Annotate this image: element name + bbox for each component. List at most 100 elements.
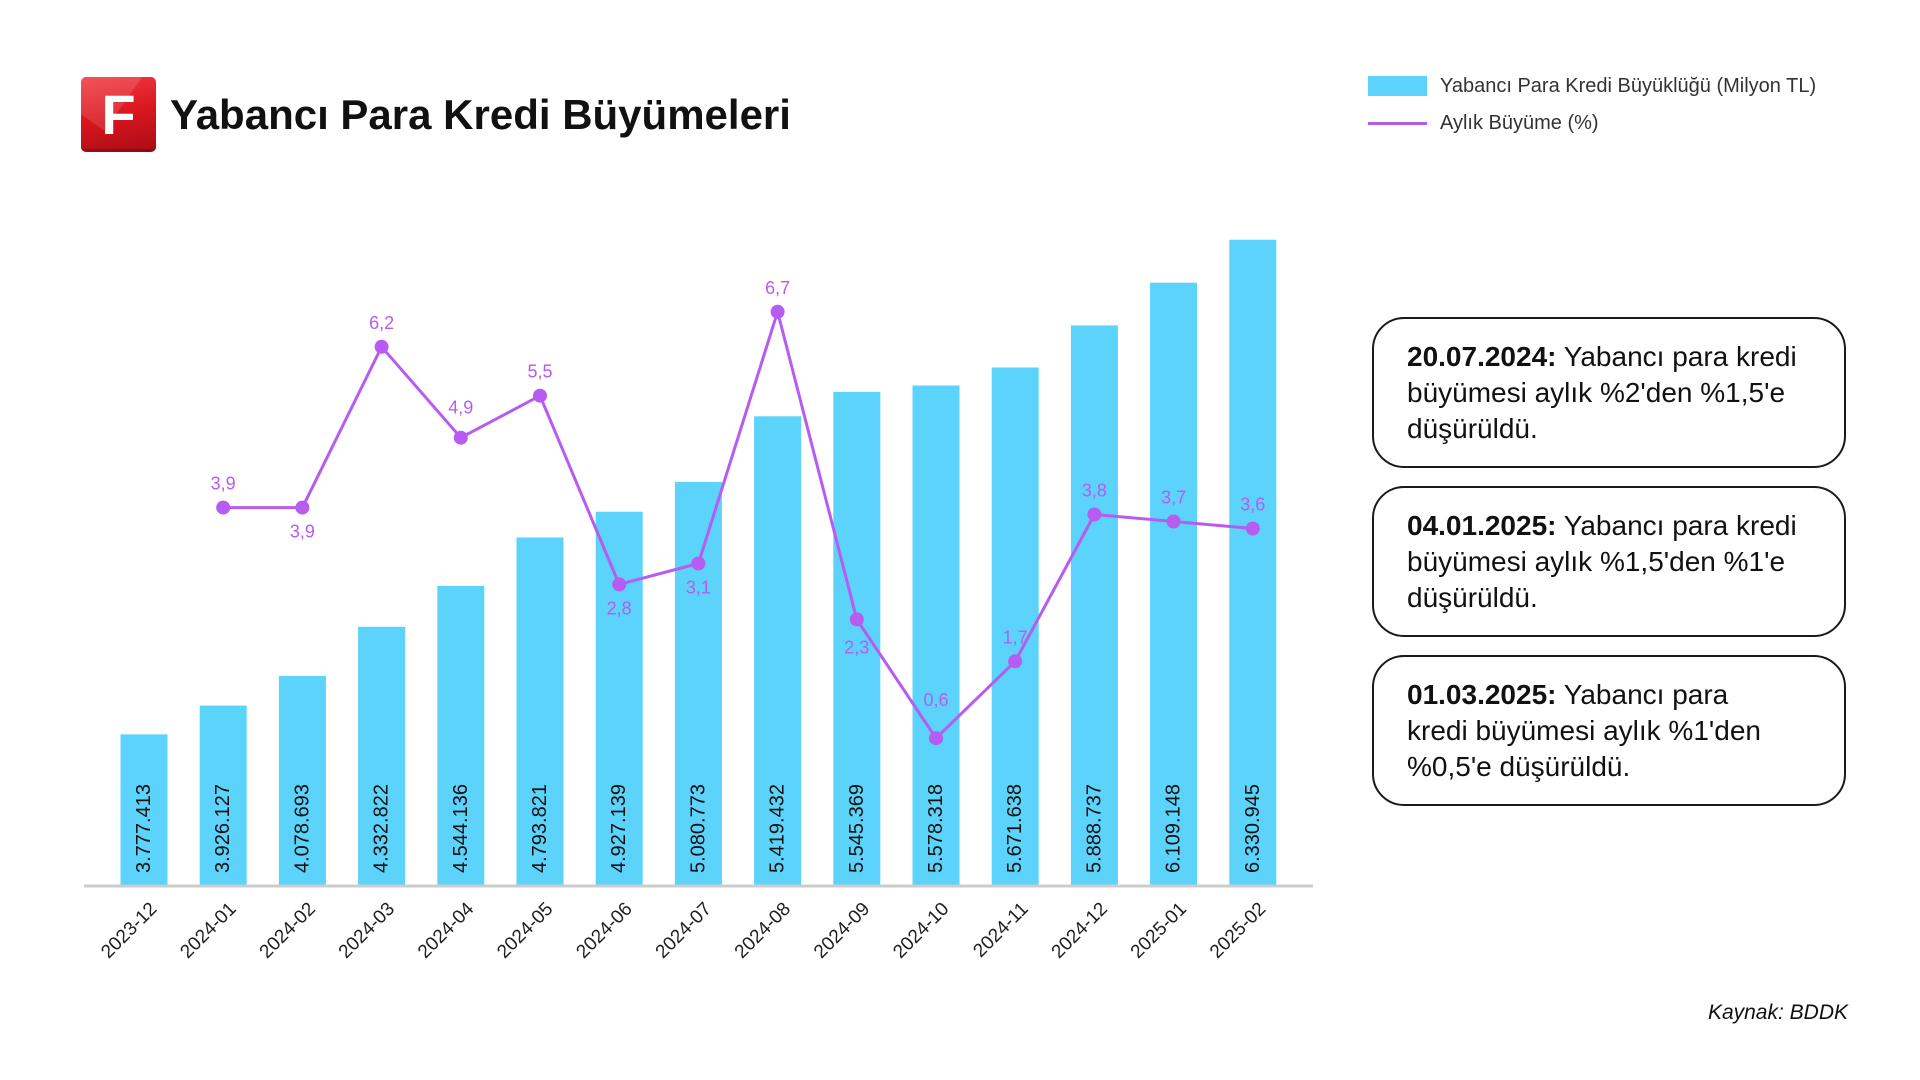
growth-point-label: 5,5 (527, 362, 552, 382)
bar (358, 626, 406, 885)
growth-point (1166, 514, 1181, 529)
growth-point-label: 3,1 (686, 578, 711, 598)
growth-point (295, 500, 310, 515)
bar (912, 385, 960, 885)
annotation-line: 04.01.2025: Yabancı para kredi (1407, 508, 1820, 544)
growth-point (533, 388, 547, 403)
annotation-line: kredi büyümesi aylık %1'den (1407, 714, 1761, 746)
x-tick-label: 2024-11 (969, 899, 1032, 962)
growth-line (223, 310, 1253, 740)
annotation-line: 20.07.2024: Yabancı para kredi (1407, 339, 1820, 375)
annotation-line: düşürüldü. (1407, 581, 1538, 613)
growth-point-label: 3,7 (1161, 488, 1186, 508)
bar (833, 391, 881, 885)
annotation-date: 01.03.2025: (1407, 678, 1557, 710)
x-tick-label: 2024-08 (731, 899, 795, 963)
x-tick-label: 2025-02 (1206, 899, 1270, 963)
growth-point (770, 304, 785, 319)
growth-point (929, 731, 943, 746)
legend-label-monthly-growth: Aylık Büyüme (%) (1440, 112, 1599, 134)
bar (120, 734, 168, 885)
annotation-text: Yabancı para (1563, 678, 1729, 710)
annotation-date: 20.07.2024: (1407, 340, 1557, 372)
bar-value-label: 4.332.822 (371, 784, 393, 873)
growth-point (374, 339, 389, 354)
bar (991, 367, 1039, 885)
x-tick-label: 2024-12 (1048, 899, 1112, 963)
legend-label-credit-size: Yabancı Para Kredi Büyüklüğü (Milyon TL) (1440, 75, 1817, 97)
bar (199, 705, 247, 885)
growth-point (216, 500, 231, 515)
x-tick-label: 2024-06 (572, 899, 636, 963)
x-axis: 2023-12 2024-01 2024-02 2024-03 2024-04 2024-… (84, 884, 1313, 963)
bar-value-label: 5.419.432 (767, 784, 789, 873)
bar (1070, 325, 1118, 885)
annotation-line: büyümesi aylık %2'den %1,5'e (1407, 376, 1786, 408)
bar-value-label: 4.793.821 (529, 784, 551, 873)
growth-point (453, 430, 468, 445)
bar-value-label: 5.545.369 (846, 784, 868, 873)
x-tick-label: 2024-09 (810, 899, 874, 963)
bar-value-label: 5.671.638 (1004, 784, 1026, 873)
brand-logo-letter: F (101, 82, 136, 146)
bar (754, 416, 802, 885)
bar-labels-layer: 3.777.413 3.926.127 4.078.693 4.332.822 4.54… (133, 784, 1264, 873)
annotation-card: 20.07.2024: Yabancı para kredi büyümesi … (1372, 317, 1846, 468)
x-tick-label: 2024-04 (414, 898, 478, 962)
bar (437, 585, 485, 885)
bar-value-label: 4.544.136 (450, 784, 472, 873)
x-tick-label: 2024-07 (652, 899, 716, 963)
x-tick-label: 2024-01 (176, 899, 240, 963)
growth-point-label: 3,9 (211, 474, 236, 494)
bar-value-label: 5.888.737 (1083, 784, 1105, 873)
chart-title: Yabancı Para Kredi Büyümeleri (170, 90, 791, 138)
annotation-line: %0,5'e düşürüldü. (1407, 750, 1631, 782)
legend-bar-swatch (1368, 76, 1427, 96)
growth-point (691, 556, 706, 571)
bar (278, 676, 326, 885)
bar-value-label: 3.777.413 (133, 784, 155, 873)
growth-point-label: 1,7 (1003, 627, 1028, 647)
bar (1150, 282, 1198, 885)
bar-value-label: 6.330.945 (1242, 784, 1264, 873)
legend-line-swatch (1368, 122, 1427, 125)
bar (674, 481, 722, 885)
growth-point-label: 6,2 (369, 313, 394, 333)
bar (1229, 239, 1277, 885)
annotation-line: büyümesi aylık %1,5'den %1'e (1407, 545, 1786, 577)
x-tick-label: 2023-12 (97, 899, 161, 963)
source-note: Kaynak: BDDK (1707, 1001, 1848, 1024)
growth-point (1245, 521, 1260, 536)
brand-logo: F (81, 77, 156, 152)
growth-point-label: 3,8 (1082, 481, 1107, 501)
growth-point-label: 3,9 (290, 522, 315, 542)
bar (516, 537, 564, 885)
annotation-line: düşürüldü. (1407, 412, 1538, 444)
x-tick-label: 2024-05 (493, 899, 557, 963)
growth-point-label: 4,9 (448, 398, 473, 418)
growth-point (612, 577, 627, 592)
growth-point (1087, 507, 1102, 522)
growth-line-layer: 3,9 3,9 6,2 4,9 5,5 2,8 3,1 6,7 2,3 0,6 1,7 3,8 3,7 3… (211, 278, 1265, 746)
growth-point-label: 2,8 (607, 598, 632, 618)
growth-point-label: 3,6 (1240, 495, 1265, 515)
annotation-text: Yabancı para kredi (1563, 509, 1797, 541)
annotation-card: 04.01.2025: Yabancı para kredi büyümesi … (1372, 486, 1846, 637)
annotation-text: Yabancı para kredi (1563, 340, 1797, 372)
x-tick-label: 2024-02 (256, 899, 320, 963)
bar-value-label: 3.926.127 (212, 784, 234, 873)
growth-point-label: 6,7 (765, 278, 790, 298)
page-header: F Yabancı Para Kredi Büyümeleri (81, 77, 791, 152)
bar-value-label: 4.927.139 (608, 784, 630, 873)
bar-value-label: 4.078.693 (291, 784, 313, 873)
bars-layer (120, 239, 1277, 885)
bar-value-label: 5.080.773 (687, 784, 709, 873)
x-tick-label: 2024-10 (889, 899, 953, 963)
growth-point (1008, 654, 1023, 669)
growth-point (849, 612, 864, 627)
fx-credit-growth-chart: 3.777.413 3.926.127 4.078.693 4.332.822 4.54… (84, 239, 1313, 963)
annotation-line: 01.03.2025: Yabancı para (1407, 677, 1820, 713)
bar (595, 511, 643, 885)
x-tick-label: 2024-03 (335, 899, 399, 963)
annotation-date: 04.01.2025: (1407, 509, 1557, 541)
